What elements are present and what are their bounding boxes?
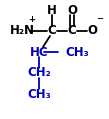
- Text: H: H: [47, 5, 57, 17]
- Text: H₂N: H₂N: [10, 25, 35, 37]
- Text: C: C: [68, 25, 76, 37]
- Text: CH₃: CH₃: [65, 45, 89, 59]
- Text: HC: HC: [30, 45, 48, 59]
- Text: O: O: [67, 5, 77, 17]
- Text: CH₂: CH₂: [27, 67, 51, 79]
- Text: −: −: [96, 15, 104, 23]
- Text: CH₃: CH₃: [27, 87, 51, 101]
- Text: O: O: [87, 25, 97, 37]
- Text: C: C: [48, 25, 56, 37]
- Text: +: +: [28, 15, 36, 23]
